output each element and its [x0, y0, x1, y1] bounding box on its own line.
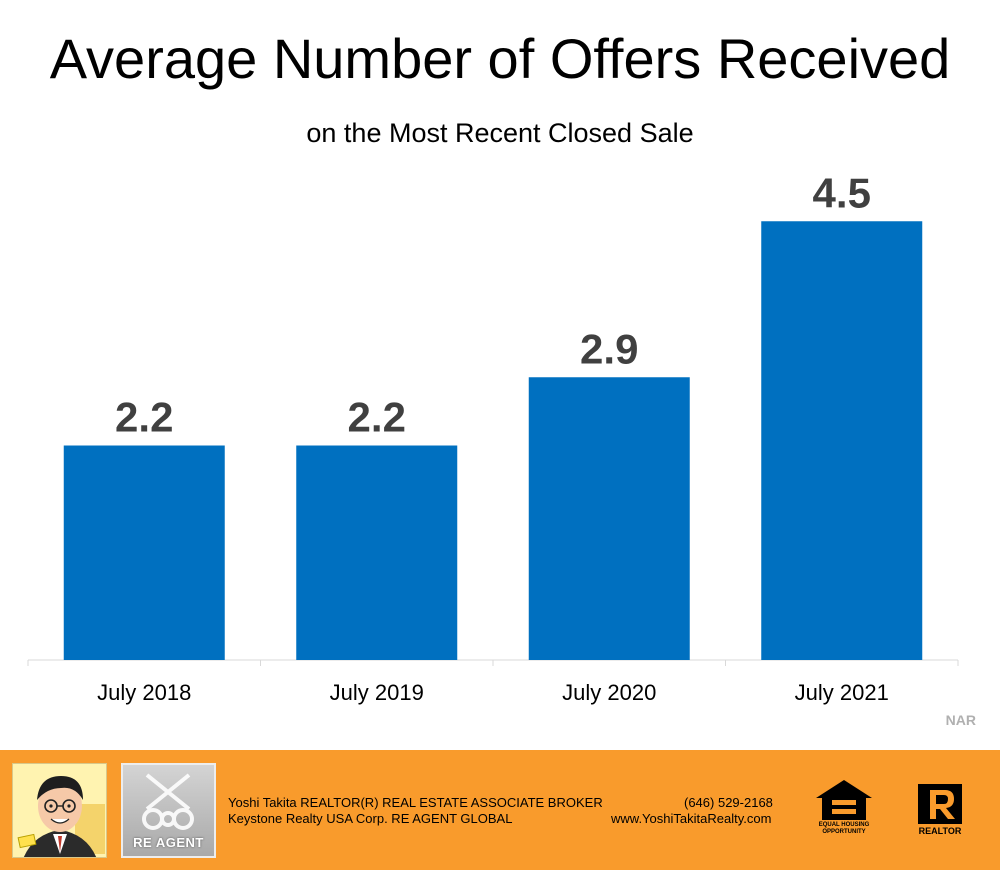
- agent-name-line: Yoshi Takita REALTOR(R) REAL ESTATE ASSO…: [228, 795, 603, 810]
- realtor-label: REALTOR: [918, 826, 962, 836]
- data-label: 2.2: [115, 394, 173, 441]
- re-agent-logo-text: RE AGENT: [133, 835, 204, 850]
- bar-july-2021: [761, 221, 923, 660]
- data-label: 2.2: [348, 394, 406, 441]
- bar-chart: 2.2 July 2018 2.2 July 2019 2.9 July 2020 4.5 J…: [27, 169, 959, 705]
- website-link[interactable]: www.YoshiTakitaRealty.com: [611, 811, 772, 826]
- eho-text-line1: EQUAL HOUSING: [818, 822, 870, 828]
- realtor-r-icon: REALTOR: [912, 782, 968, 842]
- data-label: 2.9: [580, 325, 638, 372]
- company-line: Keystone Realty USA Corp. RE AGENT GLOBA…: [228, 811, 513, 826]
- source-label: NAR: [945, 712, 976, 728]
- chart-title: Average Number of Offers Received: [49, 27, 951, 90]
- x-tick-label: July 2021: [795, 680, 889, 705]
- eho-text-line2: OPPORTUNITY: [822, 829, 866, 835]
- bar-july-2019: [296, 445, 458, 660]
- re-agent-keys-logo: RE AGENT: [121, 763, 216, 858]
- data-label: 4.5: [813, 169, 871, 216]
- bar-july-2020: [528, 377, 690, 660]
- phone-number: (646) 529-2168: [684, 795, 773, 810]
- equal-housing-opportunity-icon: EQUAL HOUSING OPPORTUNITY: [812, 778, 876, 840]
- agent-caricature-icon: [12, 763, 107, 858]
- x-tick-label: July 2019: [330, 680, 424, 705]
- bar-july-2018: [63, 445, 225, 660]
- x-tick-label: July 2018: [97, 680, 191, 705]
- chart-subtitle: on the Most Recent Closed Sale: [306, 118, 694, 148]
- footer-banner: RE AGENT Yoshi Takita REALTOR(R) REAL ES…: [0, 750, 1000, 870]
- x-tick-label: July 2020: [562, 680, 656, 705]
- equal-housing-text: EQUAL HOUSING OPPORTUNITY: [812, 822, 876, 836]
